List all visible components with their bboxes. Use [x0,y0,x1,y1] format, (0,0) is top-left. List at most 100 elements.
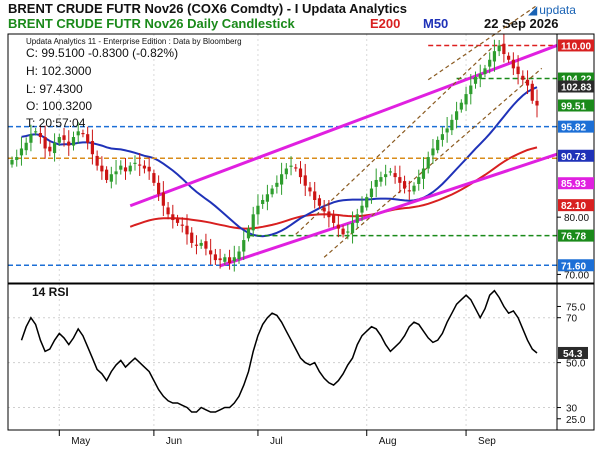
candle-body [431,148,435,156]
candle-body [10,159,14,165]
candle-body [440,134,445,140]
candle-body [303,175,307,186]
candle-body [483,68,487,75]
channel-lower-line [219,152,558,268]
candle-body [100,165,104,172]
candle-body [365,197,369,208]
price-tick-label: 80.00 [564,213,589,224]
candle-body [232,257,236,262]
candle-body [19,148,24,156]
candle-body [270,188,274,195]
trend-lower-dashed [323,67,543,258]
candle-body [502,43,506,55]
candle-body [256,205,260,215]
updata-logo: ◢ updata [528,3,576,17]
rsi-title: 14 RSI [32,285,69,299]
candle-body [52,142,57,154]
ohlc-low: L: 97.4300 [26,82,83,96]
candle-body [369,188,374,198]
candle-body [379,177,383,182]
rsi-panel-frame [7,283,595,431]
candle-body [327,211,331,218]
chart-header: BRENT CRUDE FUTR Nov26 (COX6 Comdty) - I… [0,0,602,34]
price-label-box [558,39,594,52]
candle-body [43,137,47,149]
candle-body [284,168,288,175]
candle-body [76,131,80,136]
candle-body [374,179,378,187]
candle-body [279,174,284,185]
candle-body [398,177,402,183]
candle-body [133,162,137,164]
month-label: May [71,436,90,447]
candle-body [62,135,66,140]
updata-logo-icon: ◢ [528,3,538,17]
candle-body [204,241,208,249]
chart-background [0,34,602,451]
month-label: Aug [379,436,397,447]
candle-body [109,174,113,182]
candle-body [350,222,355,234]
price-label: 76.78 [561,232,586,243]
candle-body [265,194,270,202]
candle-body [525,79,530,86]
candle-body [223,257,227,262]
candle-body [402,181,407,189]
price-label-box [558,177,594,190]
ohlc-open: O: 100.3200 [26,99,93,113]
candle-body [138,164,142,166]
m50-legend: M50 [423,16,449,31]
price-label: 99.51 [561,101,586,112]
price-label-box [558,229,594,242]
price-label-box [558,80,594,93]
month-label: Sep [478,436,496,447]
candle-body [388,171,392,173]
candle-body [157,182,161,195]
candle-body [317,198,322,206]
price-label: 82.10 [561,201,586,212]
grid-lines [8,34,557,430]
candle-body [251,214,255,231]
price-label-box [558,120,594,133]
candle-body [275,182,279,187]
rsi-last-box [558,346,588,359]
candle-body [436,139,440,151]
candle-body [180,224,184,226]
candle-body [38,133,42,138]
candle-body [57,137,61,143]
candle-body [185,225,189,235]
candle-body [119,165,123,170]
candle-body [67,141,71,146]
rsi-last-label: 54.3 [563,349,583,360]
candle-body [521,75,525,80]
candle-body [497,45,501,52]
candle-body [492,51,497,62]
price-label: 110.00 [561,41,591,52]
candle-body [29,134,33,143]
candle-body [166,207,170,215]
candle-body [341,228,345,235]
candle-body [313,191,317,200]
chart-date: 22 Sep 2026 [484,16,559,31]
candle-body [478,74,482,79]
candle-body [459,102,463,110]
rsi-tick-label: 70 [566,314,578,325]
price-label-box [558,149,594,162]
price-label: 71.60 [561,261,586,272]
rsi-tick-label: 30 [566,404,578,415]
candle-body [227,257,232,263]
candle-body [535,100,539,106]
candle-body [473,76,478,84]
candle-body [445,128,449,133]
candle-body [421,168,426,179]
candle-body [322,207,326,212]
candle-body [15,157,19,160]
candle-body [242,240,246,252]
candle-body [142,165,147,169]
candle-body [346,231,350,233]
candle-body [464,94,468,105]
candle-body [95,155,99,166]
e200-legend: E200 [370,16,401,31]
price-label-box [558,199,594,212]
price-tick-label: 70.00 [564,270,589,281]
